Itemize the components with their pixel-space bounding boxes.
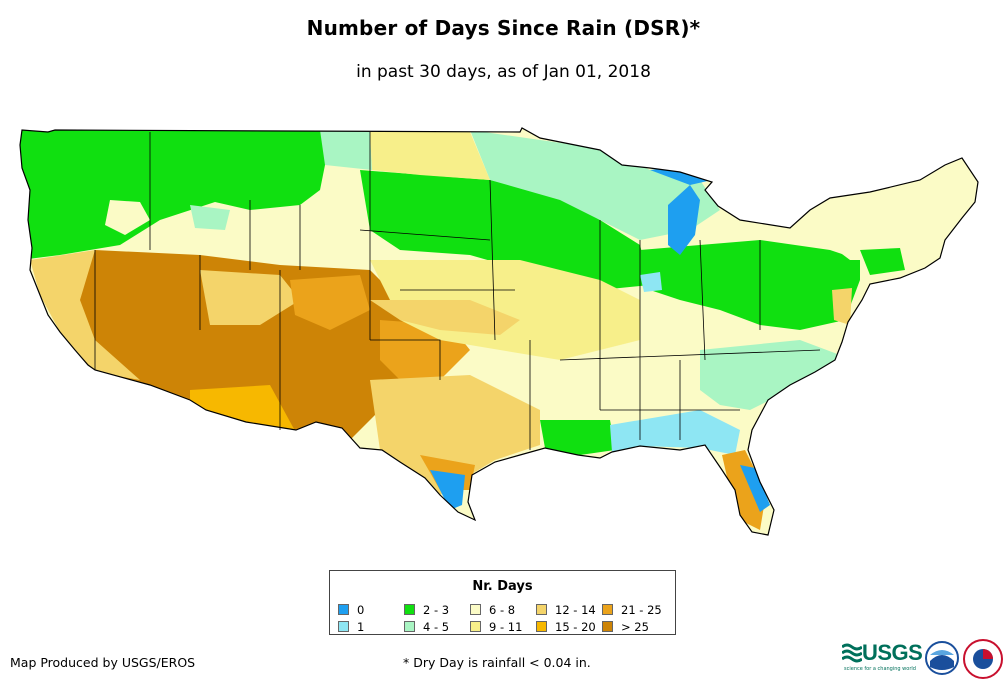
legend-label: 12 - 14 (555, 602, 596, 617)
legend-item: 21 - 25 (602, 601, 668, 618)
legend-label: 4 - 5 (423, 619, 450, 634)
noaa-logo-icon (925, 641, 959, 675)
legend-item: 9 - 11 (470, 618, 536, 635)
legend-label: > 25 (621, 619, 649, 634)
producer-credit: Map Produced by USGS/EROS (10, 655, 196, 670)
legend-swatch (536, 604, 547, 615)
legend-label: 9 - 11 (489, 619, 523, 634)
legend-label: 6 - 8 (489, 602, 516, 617)
legend-swatch (602, 604, 613, 615)
legend-item: > 25 (602, 618, 668, 635)
legend-title: Nr. Days (472, 579, 533, 594)
conus-dsr-map (19, 127, 979, 536)
dry-day-note: * Dry Day is rainfall < 0.04 in. (403, 655, 591, 670)
legend-label: 1 (357, 619, 365, 634)
map-subtitle: in past 30 days, as of Jan 01, 2018 (356, 62, 651, 82)
legend: Nr. Days 0 2 - 3 6 - 8 12 - 14 21 - 25 1 4 - 5… (329, 570, 676, 635)
legend-item: 6 - 8 (470, 601, 536, 618)
legend-swatch (536, 621, 547, 632)
dsr-zones (20, 128, 978, 535)
legend-swatch (338, 621, 349, 632)
legend-swatch (470, 621, 481, 632)
usgs-wordmark: USGS (862, 640, 923, 665)
nws-logo-icon (963, 639, 1003, 679)
legend-label: 2 - 3 (423, 602, 450, 617)
usgs-tagline: science for a changing world (844, 666, 916, 672)
legend-label: 0 (357, 602, 365, 617)
legend-swatch (602, 621, 613, 632)
legend-item: 0 (338, 601, 404, 618)
legend-item: 1 (338, 618, 404, 635)
legend-swatch (470, 604, 481, 615)
legend-item: 2 - 3 (404, 601, 470, 618)
legend-label: 15 - 20 (555, 619, 596, 634)
legend-swatch (404, 621, 415, 632)
legend-label: 21 - 25 (621, 602, 662, 617)
legend-item: 12 - 14 (536, 601, 602, 618)
legend-swatch (404, 604, 415, 615)
map-title: Number of Days Since Rain (DSR)* (306, 16, 701, 40)
usgs-wave-icon (842, 643, 862, 663)
legend-item: 4 - 5 (404, 618, 470, 635)
state-boundaries (94, 132, 821, 450)
usgs-logo: USGS science for a changing world (842, 640, 923, 672)
legend-swatch (338, 604, 349, 615)
legend-item: 15 - 20 (536, 618, 602, 635)
legend-items: 0 2 - 3 6 - 8 12 - 14 21 - 25 1 4 - 5 9 - 11 15 … (338, 601, 668, 635)
